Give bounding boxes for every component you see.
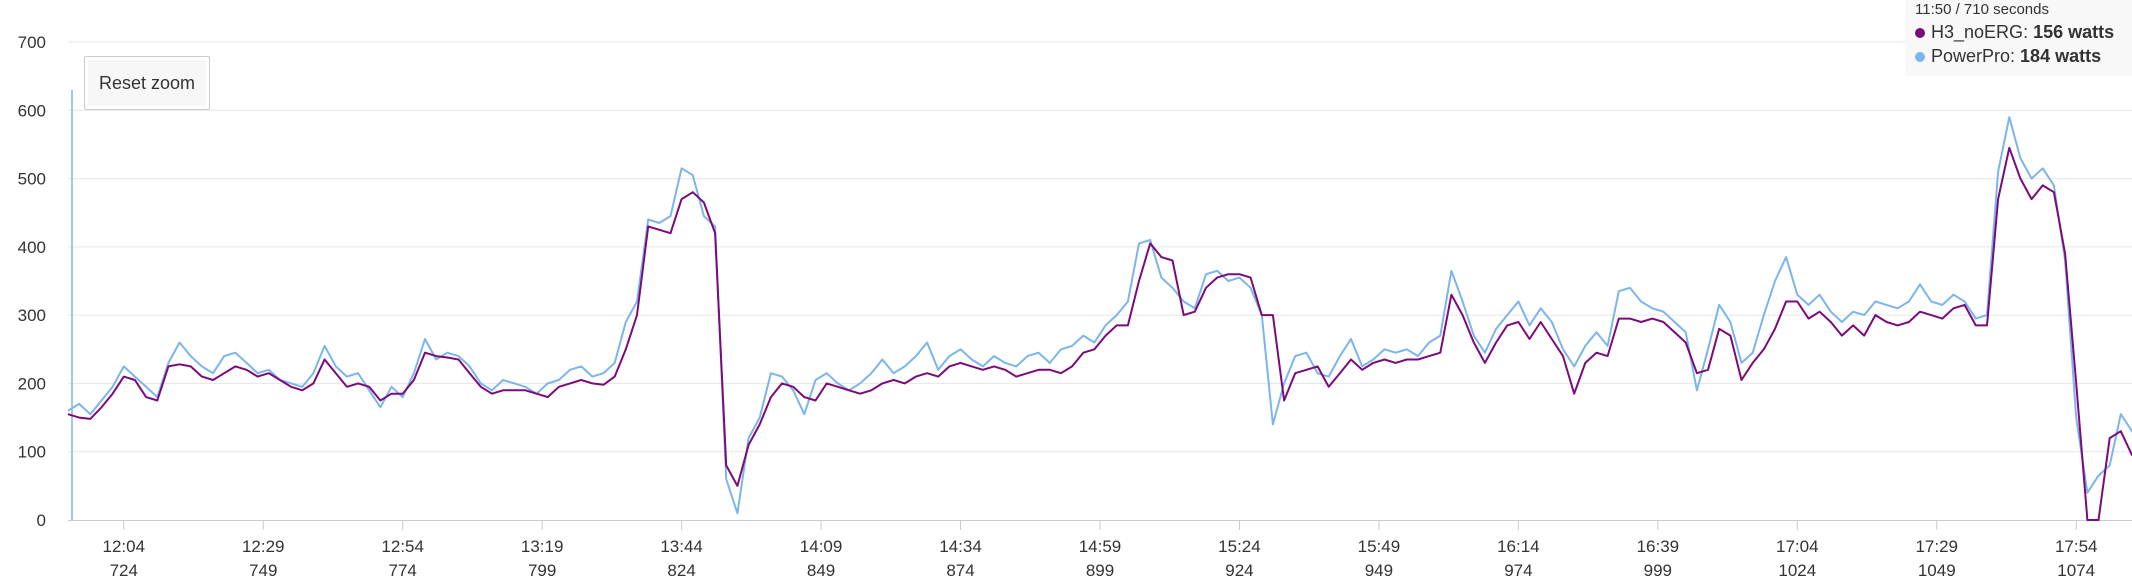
y-tick-label: 500 — [18, 170, 46, 189]
x-tick-seconds-label: 1074 — [2057, 561, 2095, 580]
x-tick-seconds-label: 749 — [249, 561, 277, 580]
x-tick-time-label: 17:04 — [1776, 537, 1819, 556]
y-tick-label: 700 — [18, 33, 46, 52]
tooltip-header: 11:50 / 710 seconds — [1915, 1, 2049, 18]
x-tick-seconds-label: 874 — [946, 561, 974, 580]
x-tick-time-label: 15:49 — [1358, 537, 1401, 556]
series-line-powerpro[interactable] — [67, 116, 2132, 515]
x-tick-time-label: 16:14 — [1497, 537, 1540, 556]
tooltip-series-value: 184 watts — [2020, 46, 2102, 66]
tooltip-series-name: H3_noERG — [1931, 22, 2024, 42]
y-tick-label: 300 — [18, 306, 46, 325]
series-dot-icon — [1915, 52, 1925, 63]
x-tick-time-label: 17:29 — [1915, 537, 1958, 556]
y-tick-label: 400 — [18, 238, 46, 257]
y-tick-label: 600 — [18, 101, 46, 120]
reset-zoom-button[interactable]: Reset zoom — [84, 56, 210, 110]
x-tick-time-label: 15:24 — [1218, 537, 1261, 556]
x-tick-time-label: 16:39 — [1637, 537, 1680, 556]
x-tick-seconds-label: 724 — [110, 561, 138, 580]
x-tick-seconds-label: 899 — [1086, 561, 1114, 580]
series-group — [67, 116, 2132, 521]
x-tick-seconds-label: 774 — [389, 561, 417, 580]
y-axis: 0 100 200 300 400 500 600 700 — [18, 33, 46, 530]
x-tick-time-label: 13:44 — [660, 537, 703, 556]
tooltip-row-h3-noerg: H3_noERG: 156 watts — [1915, 20, 2122, 44]
tooltip-series-value: 156 watts — [2033, 22, 2115, 42]
y-tick-label: 200 — [18, 374, 46, 393]
x-tick-time-label: 14:34 — [939, 537, 982, 556]
x-tick-time-label: 12:54 — [381, 537, 424, 556]
y-tick-label: 0 — [37, 511, 46, 530]
tooltip-series-name: PowerPro — [1931, 46, 2011, 66]
tooltip-row-powerpro: PowerPro: 184 watts — [1915, 44, 2122, 68]
x-tick-time-label: 14:09 — [800, 537, 843, 556]
y-tick-label: 100 — [18, 443, 46, 462]
x-tick-seconds-label: 849 — [807, 561, 835, 580]
x-tick-seconds-label: 924 — [1225, 561, 1253, 580]
x-tick-time-label: 14:59 — [1079, 537, 1122, 556]
x-axis: 12:04 724 12:29 749 12:54 774 13:19 799 13:44 824… — [68, 90, 2132, 580]
series-dot-icon — [1915, 28, 1925, 39]
x-tick-time-label: 12:29 — [242, 537, 285, 556]
x-tick-seconds-label: 1024 — [1778, 561, 1816, 580]
series-line-h3-noerg[interactable] — [67, 146, 2132, 521]
x-tick-seconds-label: 1049 — [1918, 561, 1956, 580]
x-tick-seconds-label: 824 — [667, 561, 695, 580]
x-tick-seconds-label: 799 — [528, 561, 556, 580]
tooltip-separator: : — [2010, 46, 2021, 66]
x-tick-time-label: 13:19 — [521, 537, 564, 556]
x-tick-seconds-label: 949 — [1365, 561, 1393, 580]
hover-tooltip: 11:50 / 710 seconds H3_noERG: 156 watts … — [1905, 0, 2132, 76]
x-tick-time-label: 12:04 — [103, 537, 146, 556]
x-tick-seconds-label: 999 — [1644, 561, 1672, 580]
x-tick-seconds-label: 974 — [1504, 561, 1532, 580]
tooltip-separator: : — [2023, 22, 2034, 42]
x-tick-time-label: 17:54 — [2055, 537, 2098, 556]
y-grid-lines — [68, 41, 2132, 453]
